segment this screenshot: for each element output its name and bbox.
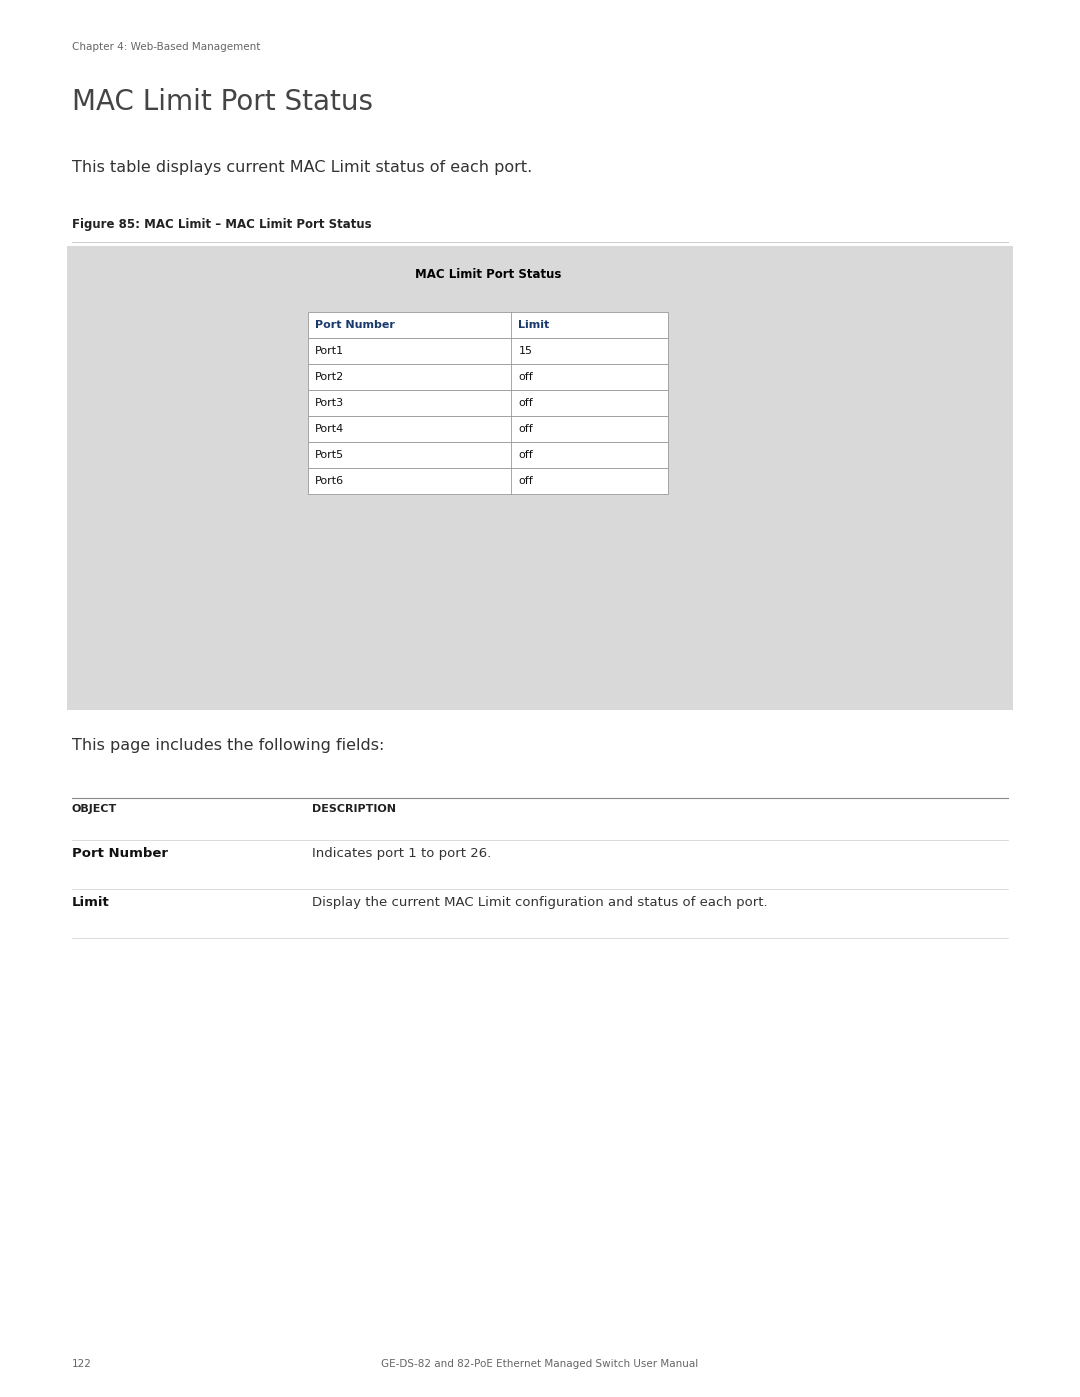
FancyBboxPatch shape bbox=[308, 338, 669, 365]
FancyBboxPatch shape bbox=[308, 390, 669, 416]
Text: Port6: Port6 bbox=[315, 476, 345, 486]
Text: off: off bbox=[518, 425, 534, 434]
Text: Figure 85: MAC Limit – MAC Limit Port Status: Figure 85: MAC Limit – MAC Limit Port St… bbox=[72, 218, 372, 231]
Text: GE-DS-82 and 82-PoE Ethernet Managed Switch User Manual: GE-DS-82 and 82-PoE Ethernet Managed Swi… bbox=[381, 1359, 699, 1369]
Text: off: off bbox=[518, 450, 534, 460]
Text: Display the current MAC Limit configuration and status of each port.: Display the current MAC Limit configurat… bbox=[312, 895, 768, 909]
FancyBboxPatch shape bbox=[67, 246, 1013, 710]
Text: Port5: Port5 bbox=[315, 450, 345, 460]
Text: off: off bbox=[518, 476, 534, 486]
FancyBboxPatch shape bbox=[308, 416, 669, 441]
Text: This page includes the following fields:: This page includes the following fields: bbox=[72, 738, 384, 753]
Text: Port Number: Port Number bbox=[72, 847, 168, 861]
FancyBboxPatch shape bbox=[308, 468, 669, 495]
Text: off: off bbox=[518, 398, 534, 408]
Text: Port1: Port1 bbox=[315, 346, 345, 356]
Text: OBJECT: OBJECT bbox=[72, 805, 118, 814]
FancyBboxPatch shape bbox=[308, 312, 669, 338]
Text: Indicates port 1 to port 26.: Indicates port 1 to port 26. bbox=[312, 847, 491, 861]
Text: Port3: Port3 bbox=[315, 398, 345, 408]
FancyBboxPatch shape bbox=[308, 441, 669, 468]
Text: MAC Limit Port Status: MAC Limit Port Status bbox=[415, 268, 562, 282]
FancyBboxPatch shape bbox=[308, 365, 669, 390]
Text: Chapter 4: Web-Based Management: Chapter 4: Web-Based Management bbox=[72, 42, 260, 52]
Text: Limit: Limit bbox=[518, 320, 550, 330]
Text: DESCRIPTION: DESCRIPTION bbox=[312, 805, 396, 814]
Text: 15: 15 bbox=[518, 346, 532, 356]
Text: Limit: Limit bbox=[72, 895, 110, 909]
Text: off: off bbox=[518, 372, 534, 381]
Text: Port2: Port2 bbox=[315, 372, 345, 381]
Text: 122: 122 bbox=[72, 1359, 92, 1369]
Text: Port4: Port4 bbox=[315, 425, 345, 434]
Text: MAC Limit Port Status: MAC Limit Port Status bbox=[72, 88, 373, 116]
Text: Port Number: Port Number bbox=[315, 320, 395, 330]
Text: This table displays current MAC Limit status of each port.: This table displays current MAC Limit st… bbox=[72, 161, 532, 175]
